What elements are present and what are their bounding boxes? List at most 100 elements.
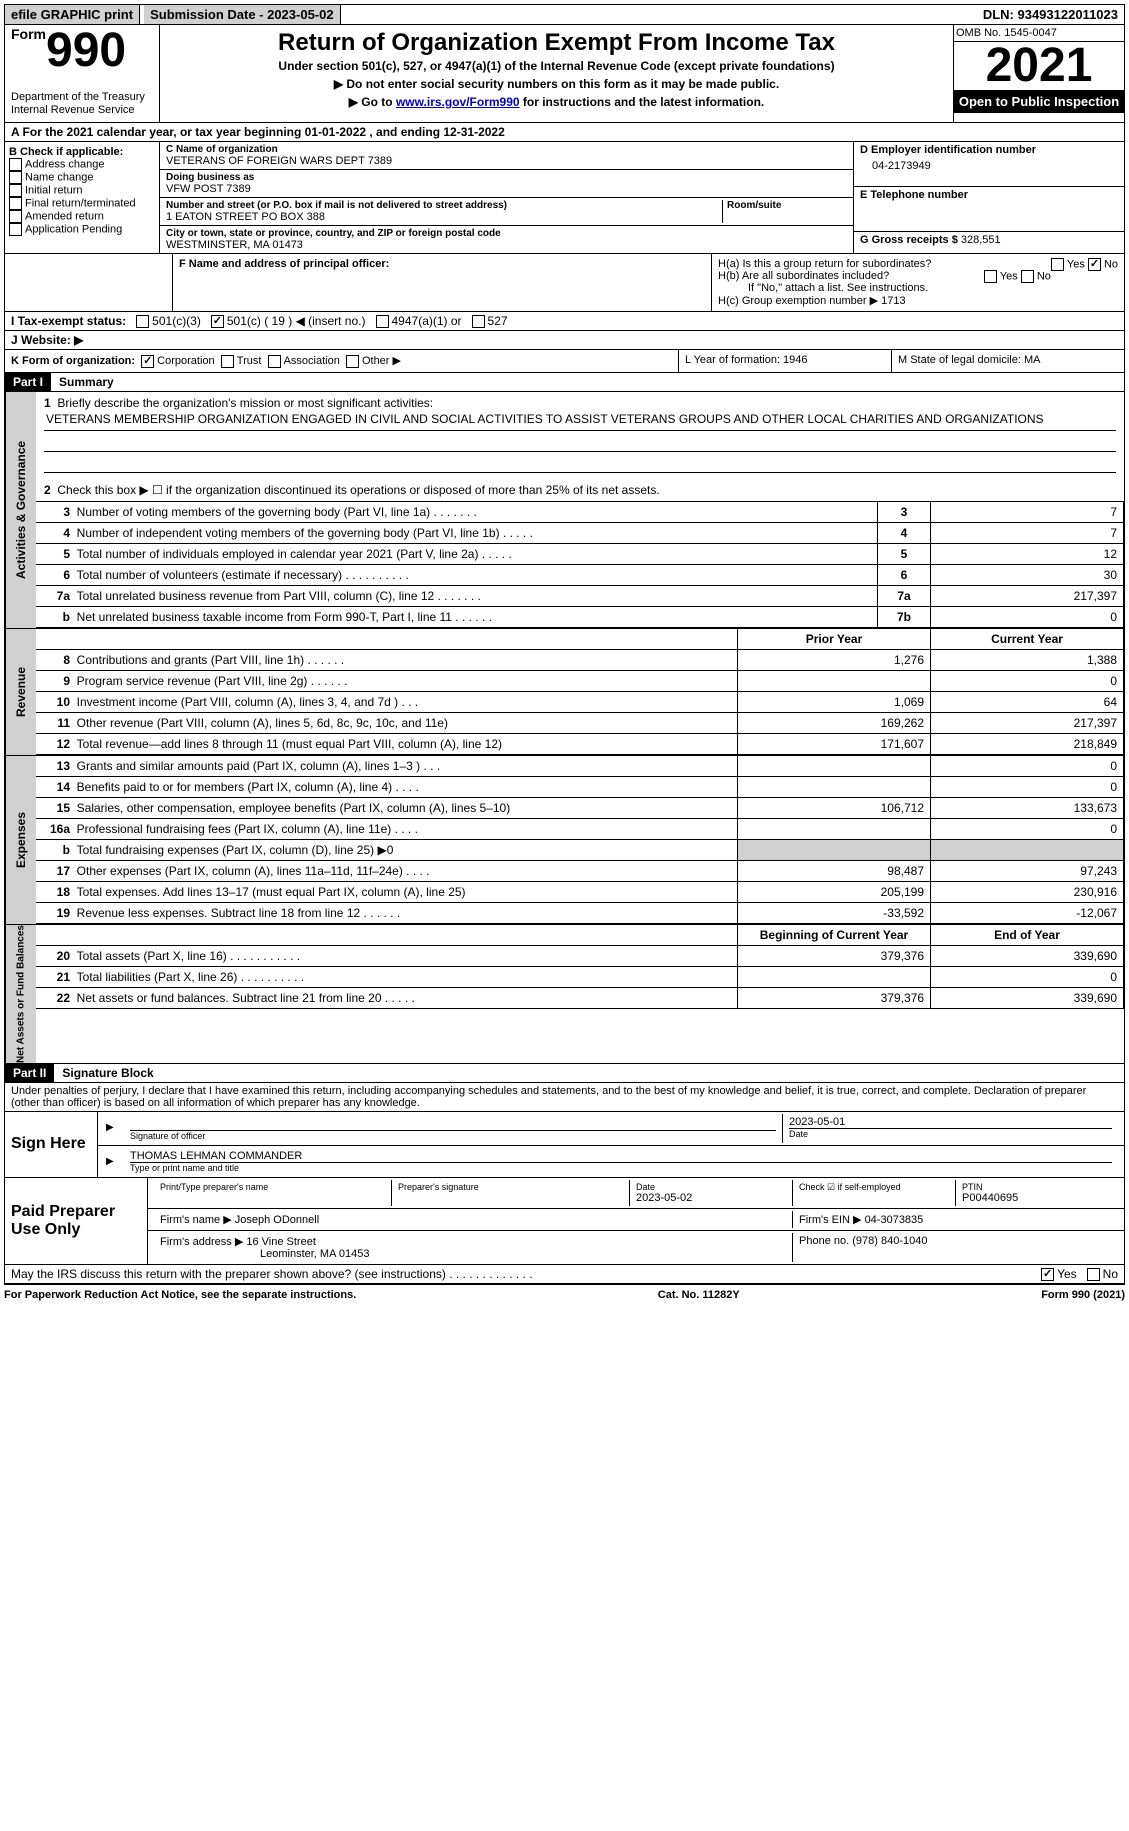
gov-table: 3 Number of voting members of the govern… [36, 502, 1124, 628]
phone-label: Phone no. [799, 1235, 849, 1247]
form-subtitle: Under section 501(c), 527, or 4947(a)(1)… [166, 59, 947, 73]
table-row: 17 Other expenses (Part IX, column (A), … [36, 860, 1124, 881]
lbl-amended: Amended return [25, 210, 104, 222]
page-footer: For Paperwork Reduction Act Notice, see … [4, 1285, 1125, 1305]
firm-name-label: Firm's name ▶ [160, 1214, 232, 1226]
irs-discuss-row: May the IRS discuss this return with the… [4, 1265, 1125, 1285]
section-l: L Year of formation: 1946 [679, 350, 892, 372]
prep-name-label: Print/Type preparer's name [160, 1182, 385, 1192]
name-arrow-icon [104, 1148, 124, 1175]
e-phone-label: E Telephone number [860, 189, 1118, 201]
ha-no[interactable] [1088, 258, 1101, 271]
table-row: 8 Contributions and grants (Part VIII, l… [36, 649, 1124, 670]
note-ssn: Do not enter social security numbers on … [166, 77, 947, 91]
lbl-assoc: Association [284, 355, 340, 367]
section-m: M State of legal domicile: MA [892, 350, 1124, 372]
table-row: 14 Benefits paid to or for members (Part… [36, 776, 1124, 797]
cb-amended[interactable] [9, 210, 22, 223]
tax-year: 2021 [954, 42, 1124, 90]
exp-table: 13 Grants and similar amounts paid (Part… [36, 756, 1124, 924]
table-row: 18 Total expenses. Add lines 13–17 (must… [36, 881, 1124, 902]
cb-address-change[interactable] [9, 158, 22, 171]
ha-yes[interactable] [1051, 258, 1064, 271]
form-header: Form990 Department of the Treasury Inter… [4, 25, 1125, 123]
paid-preparer-label: Paid Preparer Use Only [5, 1178, 148, 1264]
cb-name-change[interactable] [9, 171, 22, 184]
section-deg: D Employer identification number 04-2173… [854, 142, 1124, 253]
cb-501c[interactable] [211, 315, 224, 328]
section-i: I Tax-exempt status: 501(c)(3) 501(c) ( … [4, 312, 1125, 331]
table-row: 3 Number of voting members of the govern… [36, 502, 1124, 523]
hb-no[interactable] [1021, 270, 1034, 283]
lbl-no: No [1103, 1267, 1118, 1281]
part1-title: Summary [51, 375, 114, 389]
city-state-zip: WESTMINSTER, MA 01473 [166, 239, 847, 251]
ptin-label: PTIN [962, 1182, 1112, 1192]
lbl-corp: Corporation [157, 355, 214, 367]
prep-date-label: Date [636, 1182, 786, 1192]
form-number: 990 [46, 24, 126, 77]
cb-corp[interactable] [141, 355, 154, 368]
lbl-initial-return: Initial return [25, 184, 82, 196]
addr-label: Number and street (or P.O. box if mail i… [166, 200, 722, 211]
org-name: VETERANS OF FOREIGN WARS DEPT 7389 [166, 155, 847, 167]
col-end: End of Year [931, 925, 1124, 946]
mission-text: VETERANS MEMBERSHIP ORGANIZATION ENGAGED… [44, 410, 1116, 431]
net-section: Net Assets or Fund Balances Beginning of… [4, 925, 1125, 1064]
lbl-other: Other ▶ [362, 355, 401, 367]
header-right: OMB No. 1545-0047 2021 Open to Public In… [954, 25, 1124, 122]
cb-527[interactable] [472, 315, 485, 328]
cb-501c3[interactable] [136, 315, 149, 328]
part2-title: Signature Block [54, 1066, 153, 1080]
sign-here-label: Sign Here [5, 1112, 98, 1177]
part1-header-row: Part I Summary [4, 373, 1125, 392]
sign-here-block: Sign Here Signature of officer 2023-05-0… [4, 1112, 1125, 1178]
l1-label: Briefly describe the organization's miss… [57, 396, 433, 410]
cb-trust[interactable] [221, 355, 234, 368]
room-label: Room/suite [727, 200, 847, 211]
g-gross-label: G Gross receipts $ [860, 234, 958, 246]
form-ref: Form 990 (2021) [1041, 1289, 1125, 1301]
dba-name: VFW POST 7389 [166, 183, 847, 195]
tab-governance: Activities & Governance [5, 392, 36, 628]
firm-ein-label: Firm's EIN ▶ [799, 1214, 862, 1226]
cb-other[interactable] [346, 355, 359, 368]
lbl-501c3: 501(c)(3) [152, 314, 201, 328]
cb-assoc[interactable] [268, 355, 281, 368]
firm-name: Joseph ODonnell [235, 1214, 319, 1226]
form990-link[interactable]: www.irs.gov/Form990 [396, 95, 520, 109]
submission-date: Submission Date - 2023-05-02 [144, 5, 341, 24]
rev-table: Prior Year Current Year 8 Contributions … [36, 629, 1124, 755]
table-row: 11 Other revenue (Part VIII, column (A),… [36, 712, 1124, 733]
identity-block: B Check if applicable: Address change Na… [4, 142, 1125, 254]
header-center: Return of Organization Exempt From Incom… [160, 25, 954, 122]
tab-expenses: Expenses [5, 756, 36, 924]
city-label: City or town, state or province, country… [166, 228, 847, 239]
goto-pre: Go to [361, 95, 396, 109]
discuss-no[interactable] [1087, 1268, 1100, 1281]
check-if-label: Check ☑ if self-employed [799, 1182, 949, 1193]
mission-blank1 [44, 431, 1116, 452]
cb-app-pending[interactable] [9, 223, 22, 236]
cb-initial-return[interactable] [9, 184, 22, 197]
table-row: 20 Total assets (Part X, line 16) . . . … [36, 945, 1124, 966]
tab-net-assets: Net Assets or Fund Balances [5, 925, 36, 1063]
efile-print[interactable]: efile GRAPHIC print [5, 5, 140, 24]
discuss-yes[interactable] [1041, 1268, 1054, 1281]
table-row: 9 Program service revenue (Part VIII, li… [36, 670, 1124, 691]
gov-section: Activities & Governance 1 Briefly descri… [4, 392, 1125, 629]
c-name-label: C Name of organization [166, 144, 847, 155]
table-row: 7a Total unrelated business revenue from… [36, 585, 1124, 606]
d-ein-label: D Employer identification number [860, 144, 1118, 156]
lbl-501c: 501(c) ( 19 ) ◀ (insert no.) [227, 314, 366, 328]
section-h: H(a) Is this a group return for subordin… [712, 254, 1124, 311]
ha-label: H(a) Is this a group return for subordin… [718, 258, 931, 270]
hb-yes[interactable] [984, 270, 997, 283]
dept-treasury: Department of the Treasury [11, 91, 153, 103]
dln: DLN: 93493122011023 [977, 5, 1124, 24]
gross-receipts: 328,551 [961, 234, 1001, 246]
lbl-app-pending: Application Pending [25, 223, 122, 235]
cb-final-return[interactable] [9, 197, 22, 210]
cb-4947[interactable] [376, 315, 389, 328]
klm-row: K Form of organization: Corporation Trus… [4, 350, 1125, 373]
